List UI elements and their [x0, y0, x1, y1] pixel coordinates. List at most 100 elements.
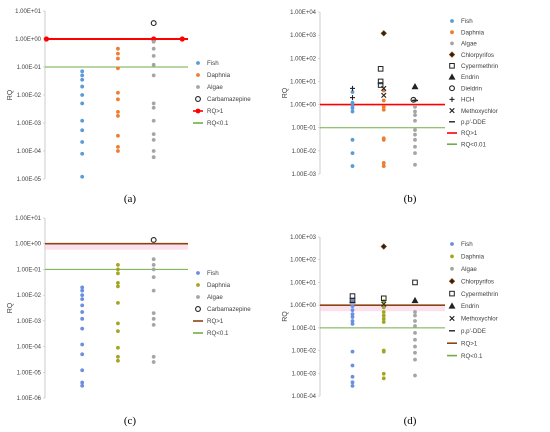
panel-d-y-axis-title: RQ: [282, 311, 289, 322]
panel-b-point-algae-4: [413, 118, 417, 123]
panel-c-point-daphnia-1: [116, 267, 120, 272]
panel-a-point-fish-1: [80, 73, 85, 78]
panel-b-point-algae-2: [413, 109, 417, 114]
panel-c-y-tick-label: 1.00E-01: [17, 267, 42, 273]
panel-b-legend-label-cypermethrin: Cypermethrin: [461, 63, 499, 70]
panel-b-point-daphnia-3: [381, 107, 386, 112]
panel-a-point-fish-6: [80, 118, 85, 123]
panel-c-point-fish-6: [80, 316, 85, 321]
panel-a-point-daphnia-6: [116, 109, 120, 114]
panel-d-point-cypermethrin-0: [380, 295, 387, 302]
panel-b-y-tick-label: 1.00E+01: [290, 79, 317, 85]
panel-c-point-algae-5: [151, 311, 156, 316]
panel-a-y-tick-label: 1.00E-04: [17, 149, 42, 155]
panel-b-legend-label-dieldrin: Dieldrin: [461, 85, 483, 92]
panel-b-y-tick-label: 1.00E+04: [290, 10, 317, 16]
panel-b-y-tick-label: 1.00E+02: [290, 56, 317, 62]
panel-a-point-algae-10: [151, 149, 156, 153]
panel-c-y-tick-label: 1.00E-05: [17, 370, 42, 376]
panel-b-point-endrin-0: [411, 82, 419, 90]
panel-d-caption: (d): [404, 415, 417, 427]
panel-c-caption: (c): [124, 415, 137, 427]
panel-b-point-chlorpyrifos-0: [380, 30, 387, 37]
panel-c-point-algae-1: [151, 263, 156, 267]
panel-a-ref-marker-1: [151, 36, 157, 42]
panel-a-y-tick-label: 1.00E-05: [17, 177, 42, 183]
panel-a-point-daphnia-5: [116, 97, 120, 102]
panel-b-point-algae-7: [413, 137, 417, 142]
panel-d-point-daphnia-7: [381, 349, 386, 354]
panel-a-ref-marker-2: [179, 36, 185, 42]
panel-d-point-daphnia-4: [381, 316, 386, 321]
panel-c-point-fish-7: [80, 326, 85, 331]
panel-a-caption: (a): [124, 193, 137, 205]
panel-d-legend-symbol-cypermethrin: [449, 290, 455, 297]
panel-a-point-algae-11: [151, 155, 156, 160]
panel-a-y-tick-label: 1.00E+00: [15, 37, 42, 43]
panel-a-legend-label-rq-1: RQ>1: [207, 108, 224, 115]
panel-a-point-algae-3: [151, 62, 156, 67]
panel-b-caption: (b): [404, 193, 417, 205]
panel-c-point-daphnia-7: [116, 329, 120, 333]
panel-b-legend-symbol-methoxychlor-b: [449, 107, 455, 114]
panel-a-legend-label-carbamazepine: Carbamazepine: [207, 96, 251, 103]
panel-b-point-hch-1: [350, 95, 355, 101]
panel-c-point-fish-2: [80, 293, 85, 298]
panel-b-y-tick-label: 1.00E-03: [292, 172, 317, 178]
panel-a-legend-dot-rq-1: [195, 108, 201, 114]
panel-c-point-algae-3: [151, 275, 156, 280]
panel-b-legend-label-chlorpyrifos: Chlorpyrifos: [461, 52, 494, 59]
panel-a-point-algae-5: [151, 101, 156, 106]
panel-c-y-tick-label: 1.00E-02: [17, 293, 42, 299]
panel-d-point-algae-7: [413, 350, 417, 355]
panel-d-legend-label-daphnia: Daphnia: [461, 254, 485, 261]
panel-c-legend-label-rq-0-1: RQ<0.1: [207, 330, 229, 337]
panel-d-point-fish-9: [350, 374, 355, 379]
panel-c-legend-symbol-fish: [196, 271, 200, 275]
panel-a-point-daphnia-2: [116, 56, 120, 61]
panel-d-legend-symbol-methoxychlor-b: [449, 315, 455, 322]
panel-c-point-algae-7: [151, 322, 156, 327]
panel-b-y-tick-label: 1.00E-02: [292, 149, 317, 155]
panel-b-point-daphnia-2: [381, 104, 386, 109]
panel-c-point-algae-9: [151, 360, 156, 364]
panel-b-legend-symbol-methoxychlor: [449, 107, 455, 114]
panel-d-point-daphnia-8: [381, 371, 386, 376]
panel-c-point-daphnia-8: [116, 345, 120, 350]
panel-d-point-endrin-0: [411, 296, 419, 304]
panel-b-point-algae-6: [413, 132, 417, 137]
panel-d-legend-label-cypermethrin: Cypermethrin: [461, 291, 499, 298]
panel-b-legend-label-rq-0-01: RQ<0.01: [461, 141, 486, 148]
panel-a-point-daphnia-4: [116, 90, 120, 95]
panel-a-point-algae-6: [151, 105, 156, 110]
panel-a-point-daphnia-1: [116, 51, 120, 56]
panel-a-legend-symbol-fish: [196, 61, 200, 65]
panel-d-point-fish-7: [350, 349, 355, 354]
panel-b-legend-label-algae: Algae: [461, 41, 477, 48]
panel-d-point-algae-2: [413, 319, 417, 323]
panel-c-legend-symbol-algae: [196, 295, 200, 299]
panel-c-point-algae-4: [151, 288, 156, 293]
panel-d-point-daphnia-3: [381, 313, 386, 318]
panel-c-point-fish-12: [80, 383, 85, 388]
panel-d-point-fish-2: [350, 308, 355, 313]
panel-c-y-tick-label: 1.00E+01: [15, 216, 42, 222]
panel-b-point-algae-9: [413, 151, 417, 155]
panel-c-point-algae-0: [151, 257, 156, 262]
panel-c-y-tick-label: 1.00E+00: [15, 242, 42, 248]
panel-d-y-tick-label: 1.00E+02: [290, 258, 317, 264]
panel-c-y-tick-label: 1.00E-03: [17, 319, 42, 325]
panel-a-point-algae-7: [151, 118, 156, 123]
panel-b-point-cypermethrin-0: [377, 66, 384, 72]
panel-d-point-daphnia-2: [381, 310, 386, 314]
panel-c-legend-label-algae: Algae: [207, 294, 223, 301]
panel-d-legend-label-algae: Algae: [461, 266, 477, 273]
panel-d-point-algae-5: [413, 337, 417, 342]
panel-b-y-tick-label: 1.00E+03: [290, 33, 317, 39]
panel-c-point-daphnia-0: [116, 263, 120, 267]
panel-b-point-algae-1: [413, 104, 417, 109]
panel-a-chart: 1.00E-05 1.00E-04 1.00E-03 1.00E-02 1.00E-01…: [7, 9, 251, 205]
panel-b-legend-symbol-fish: [450, 19, 454, 23]
panel-b-legend-label-rq-1: RQ>1: [461, 130, 478, 137]
panel-d-point-fish-6: [350, 321, 355, 326]
